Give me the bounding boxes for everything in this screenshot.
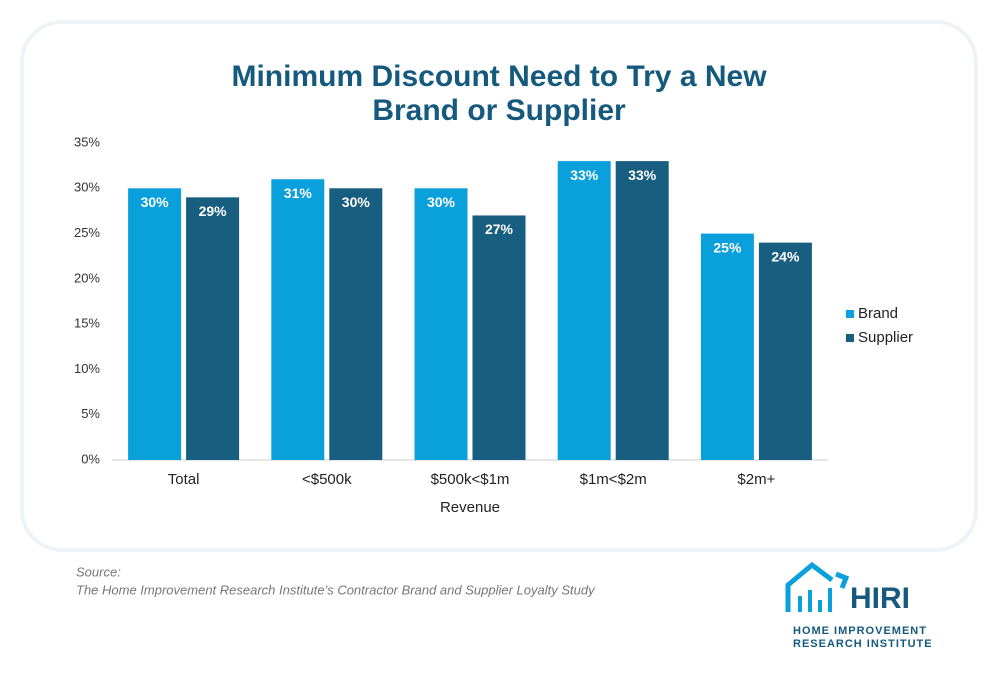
x-tick-label: $500k<$1m xyxy=(431,471,510,488)
legend-swatch xyxy=(846,310,854,318)
y-tick-label: 5% xyxy=(81,406,100,421)
x-tick-label: $2m+ xyxy=(737,471,775,488)
x-axis-label: Revenue xyxy=(440,499,500,516)
value-label: 24% xyxy=(771,248,800,264)
bar xyxy=(128,188,182,461)
y-tick-label: 15% xyxy=(74,316,100,331)
value-label: 33% xyxy=(570,167,599,183)
bar xyxy=(700,233,754,460)
bar xyxy=(329,188,383,461)
logo-text: RESEARCH INSTITUTE xyxy=(793,638,933,650)
x-tick-label: Total xyxy=(168,471,200,488)
y-tick-label: 25% xyxy=(74,225,100,240)
source-label: Source: xyxy=(76,564,121,579)
bar xyxy=(472,215,526,460)
x-tick-label: $1m<$2m xyxy=(580,471,647,488)
value-label: 25% xyxy=(713,239,742,255)
chart-title: Minimum Discount Need to Try a New xyxy=(231,60,767,93)
value-label: 27% xyxy=(485,221,514,237)
bar xyxy=(414,188,468,461)
bar xyxy=(615,161,669,460)
bar xyxy=(271,179,325,460)
value-label: 30% xyxy=(342,194,371,210)
y-tick-label: 0% xyxy=(81,451,100,466)
y-tick-label: 20% xyxy=(74,270,100,285)
bar xyxy=(758,242,812,460)
value-label: 30% xyxy=(427,194,456,210)
y-tick-label: 10% xyxy=(74,361,100,376)
value-label: 29% xyxy=(199,203,228,219)
legend-label: Brand xyxy=(858,305,898,322)
logo-bars xyxy=(798,588,832,612)
legend-swatch xyxy=(846,334,854,342)
y-tick-label: 35% xyxy=(74,134,100,149)
logo-text: HOME IMPROVEMENT xyxy=(793,625,927,637)
logo: HIRI HOME IMPROVEMENT RESEARCH INSTITUTE xyxy=(785,561,933,650)
source: The Home Improvement Research Institute’… xyxy=(76,582,596,597)
bar xyxy=(557,161,611,460)
value-label: 30% xyxy=(141,194,170,210)
legend-label: Supplier xyxy=(858,329,913,346)
logo-icon xyxy=(785,561,850,612)
bar xyxy=(186,197,240,461)
value-label: 31% xyxy=(284,185,313,201)
chart-title: Brand or Supplier xyxy=(372,94,626,127)
value-label: 33% xyxy=(628,167,657,183)
x-tick-label: <$500k xyxy=(302,471,352,488)
y-tick-label: 30% xyxy=(74,180,100,195)
logo-name: HIRI xyxy=(850,582,910,615)
